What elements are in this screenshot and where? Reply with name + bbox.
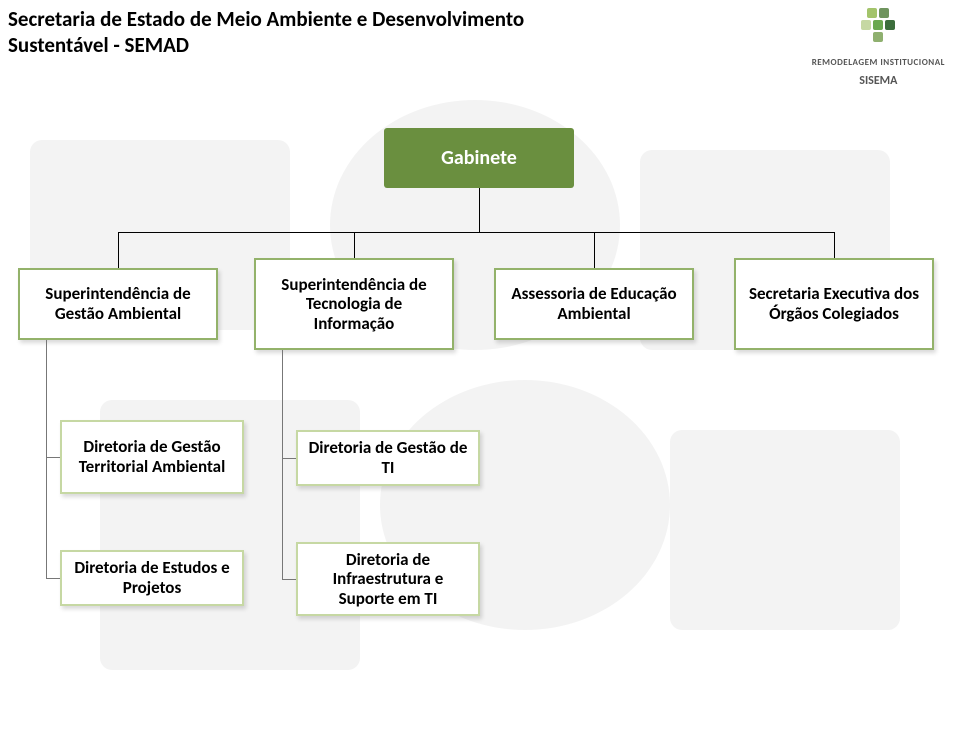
logo-text-1: REMODELAGEM INSTITUCIONAL [812,57,945,68]
logo-square [885,20,895,30]
connector [282,579,296,580]
node-sup-tec-info: Superintendência de Tecnologia de Inform… [254,258,454,350]
node-sup-gestao-amb: Superintendência de Gestão Ambiental [18,268,218,340]
node-assess-educ: Assessoria de Educação Ambiental [494,268,694,340]
logo-icon [860,8,896,44]
connector [118,232,119,268]
logo-text-2: SISEMA [859,74,897,88]
logo-square [861,20,871,30]
logo-square [873,32,883,42]
node-sec-exec: Secretaria Executiva dos Órgãos Colegiad… [734,258,934,350]
logo-square [873,20,883,30]
connector [594,232,595,268]
connector [354,232,355,258]
node-child: Diretoria de Infraestrutura e Suporte em… [296,542,480,616]
node-gabinete: Gabinete [384,128,574,188]
title-line2: Sustentável - SEMAD [8,32,189,58]
connector [46,340,47,578]
connector [479,188,480,232]
logo-square [879,8,889,18]
node-child: Diretoria de Gestão Territorial Ambienta… [60,420,244,494]
connector [282,458,296,459]
connector [46,578,60,579]
logo-square [867,8,877,18]
title-line1: Secretaria de Estado de Meio Ambiente e … [8,6,524,32]
page-title: Secretaria de Estado de Meio Ambiente e … [8,6,524,59]
connector [46,457,60,458]
logo: REMODELAGEM INSTITUCIONAL SISEMA [812,8,945,89]
org-chart: Gabinete Superintendência de Gestão Ambie… [0,0,959,756]
node-child: Diretoria de Estudos e Projetos [60,550,244,606]
connector [118,232,834,233]
connector [834,232,835,258]
node-child: Diretoria de Gestão de TI [296,430,480,486]
connector [282,350,283,579]
